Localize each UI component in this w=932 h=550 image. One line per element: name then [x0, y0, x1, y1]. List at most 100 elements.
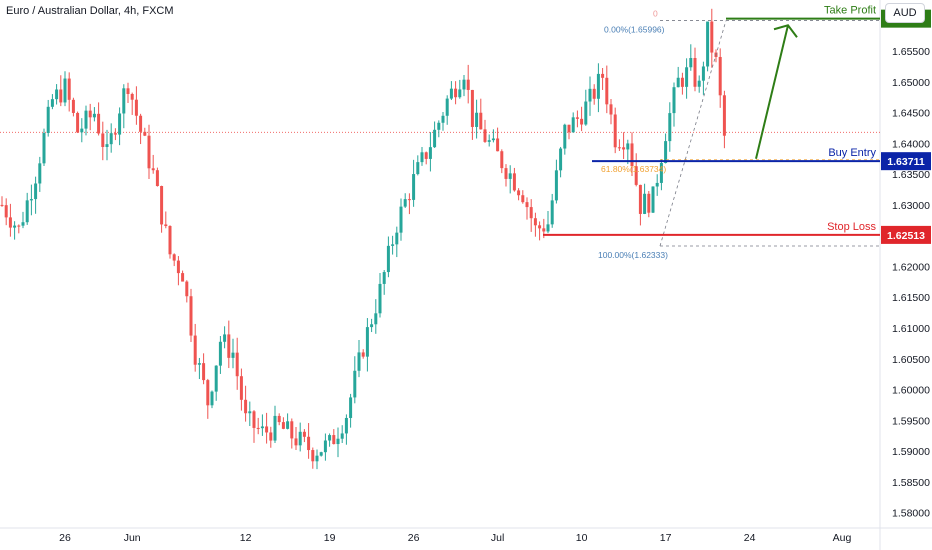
- candle-body: [470, 89, 474, 127]
- fib-top-label: 0: [653, 9, 658, 19]
- candle-body: [529, 207, 533, 219]
- candle-body: [55, 89, 59, 100]
- y-tick-label: 1.65000: [892, 77, 930, 89]
- candle-body: [613, 114, 617, 148]
- candle-body: [680, 77, 684, 87]
- candle-body: [563, 124, 567, 149]
- candle-body: [34, 183, 38, 200]
- projection-arrow-shaft: [755, 24, 789, 160]
- candle-body: [189, 296, 193, 336]
- candle-body: [441, 115, 445, 123]
- candle-body: [298, 431, 302, 446]
- candle-body: [248, 411, 252, 414]
- candle-body: [218, 341, 222, 366]
- candle-body: [412, 174, 416, 200]
- fib-label-618: 61.80%(1.63734): [601, 164, 666, 174]
- fib-label-0: 0.00%(1.65996): [604, 25, 665, 35]
- y-tick-label: 1.61000: [892, 323, 930, 335]
- candle-body: [214, 365, 218, 392]
- candle-body: [172, 254, 176, 261]
- candle-body: [701, 66, 705, 81]
- candle-body: [8, 217, 12, 228]
- candle-body: [84, 110, 88, 129]
- candle-body: [424, 152, 428, 159]
- candle-body: [97, 113, 101, 134]
- level-name-take-profit: Take Profit: [824, 5, 876, 17]
- candle-body: [344, 417, 348, 434]
- candle-body: [538, 225, 542, 229]
- currency-button[interactable]: AUD: [885, 3, 925, 23]
- candle-body: [336, 438, 340, 445]
- candle-body: [17, 225, 21, 227]
- y-tick-label: 1.61500: [892, 292, 930, 304]
- candle-body: [378, 283, 382, 314]
- candle-body: [525, 202, 529, 208]
- price-tag-label: 1.63711: [887, 156, 925, 168]
- candle-body: [500, 151, 504, 169]
- candle-body: [252, 411, 256, 428]
- candle-body: [428, 147, 432, 159]
- candle-body: [29, 199, 33, 201]
- candle-body: [185, 281, 189, 297]
- candle-body: [357, 352, 361, 371]
- candle-body: [626, 143, 630, 150]
- candle-body: [286, 421, 290, 429]
- candle-body: [269, 432, 273, 441]
- candle-body: [584, 101, 588, 125]
- candle-body: [353, 370, 357, 398]
- candle-body: [4, 205, 8, 218]
- candle-body: [46, 106, 50, 134]
- y-tick-label: 1.62000: [892, 261, 930, 273]
- candle-body: [462, 79, 466, 90]
- y-tick-label: 1.64500: [892, 108, 930, 120]
- candle-body: [71, 99, 75, 113]
- candle-body: [382, 272, 386, 284]
- candle-body: [433, 129, 437, 148]
- candle-body: [655, 182, 659, 187]
- candle-body: [638, 184, 642, 214]
- level-name-stop-loss: Stop Loss: [827, 221, 876, 233]
- candle-body: [302, 431, 306, 437]
- candle-body: [689, 58, 693, 68]
- candle-body: [231, 352, 235, 358]
- candle-body: [340, 433, 344, 439]
- candle-body: [391, 244, 395, 246]
- candle-body: [416, 162, 420, 175]
- y-tick-label: 1.59000: [892, 446, 930, 458]
- symbol-title[interactable]: Euro / Australian Dollar, 4h, FXCM: [6, 5, 174, 17]
- candle-body: [38, 163, 42, 184]
- y-tick-label: 1.60000: [892, 385, 930, 397]
- candle-body: [634, 166, 638, 185]
- candle-body: [256, 427, 260, 429]
- candle-body: [155, 170, 159, 187]
- x-tick-label: Aug: [833, 532, 852, 544]
- candle-body: [580, 118, 584, 125]
- candle-body: [710, 21, 714, 53]
- candle-body: [554, 170, 558, 201]
- candle-body: [307, 436, 311, 451]
- candle-body: [676, 77, 680, 88]
- candle-body: [239, 376, 243, 400]
- candle-body: [567, 124, 571, 133]
- candle-body: [244, 399, 248, 414]
- candle-body: [697, 80, 701, 87]
- candle-body: [328, 435, 332, 441]
- candle-body: [458, 89, 462, 98]
- candle-body: [67, 78, 71, 100]
- candle-body: [223, 334, 227, 342]
- candle-body: [617, 147, 621, 149]
- candle-body: [399, 206, 403, 233]
- candle-body: [311, 450, 315, 462]
- candle-body: [122, 88, 126, 114]
- candle-body: [596, 73, 600, 99]
- candle-body: [105, 144, 109, 147]
- candle-body: [609, 104, 613, 115]
- candle-body: [449, 88, 453, 99]
- candle-body: [42, 133, 46, 164]
- candle-body: [265, 426, 269, 433]
- candle-body: [365, 327, 369, 357]
- candle-body: [126, 88, 130, 94]
- candle-body: [118, 113, 122, 135]
- candle-body: [546, 224, 550, 232]
